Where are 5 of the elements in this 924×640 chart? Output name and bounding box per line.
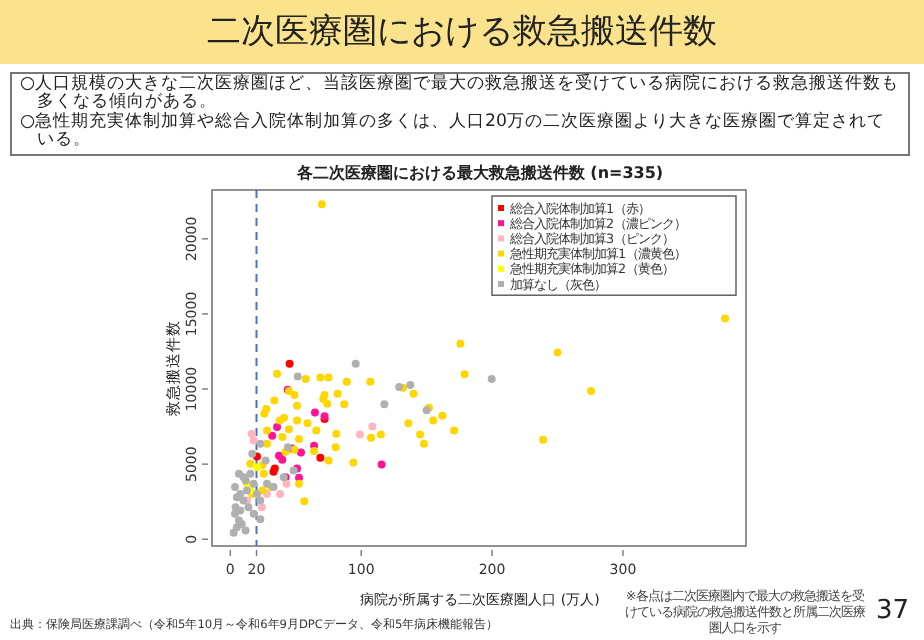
chart-title: 二次医療圏における救急搬送件数 [0,0,924,64]
text: ○人口規模の大きな二次医療圏ほど、当該医療圏で最大の救急搬送を受けている病院における救急搬送件数も多くなる傾向がある。 [20,74,900,113]
chart-subtitle: 各二次医療圏における最大救急搬送件数 (n=335) [294,162,664,182]
text: ○急性期充実体制加算や総合入院体制加算の多くは、人口20万の二次医療圏より大きな医療圏で算定されている。 [20,111,887,152]
text: 37 [876,596,910,626]
